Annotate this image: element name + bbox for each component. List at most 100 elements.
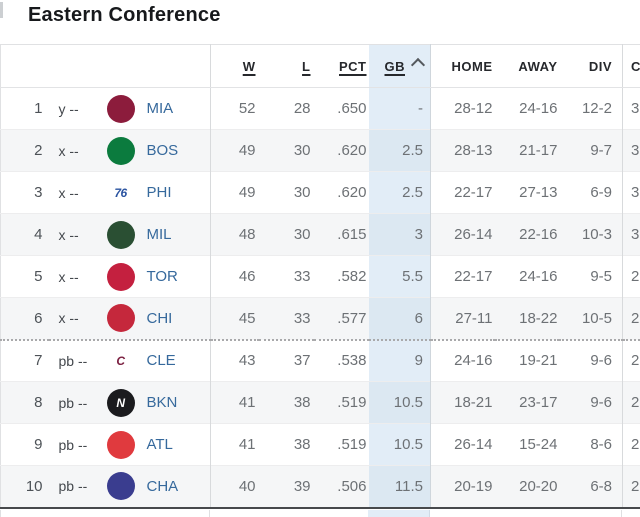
gb-cell: 2.5	[368, 171, 431, 214]
team-link[interactable]: MIA	[146, 100, 174, 117]
team-logo-mil-icon[interactable]	[106, 220, 135, 249]
clinch-code: x --	[58, 268, 79, 285]
header-div: DIV	[558, 44, 623, 88]
losses-cell: 30	[258, 213, 314, 256]
wins-cell: 49	[210, 171, 259, 214]
rank-cell: 5	[0, 255, 49, 298]
wins-cell: 46	[210, 255, 259, 298]
team-link[interactable]: ATL	[146, 436, 173, 453]
sort-div-label[interactable]: DIV	[588, 58, 612, 74]
team-logo-cha-icon[interactable]	[106, 472, 135, 501]
home-cell: 28-12	[454, 100, 493, 117]
clinch-code: x --	[58, 310, 79, 327]
conf-cell-clipped: 2	[622, 255, 640, 298]
away-cell: 19-21	[494, 338, 559, 382]
away-cell: 23-17	[494, 381, 559, 424]
rank-cell: 7	[0, 338, 49, 382]
gb-cell: 5.5	[368, 255, 431, 298]
team-link[interactable]: CHI	[146, 309, 173, 327]
sort-losses-link[interactable]: L	[302, 58, 311, 74]
rank-cell: 2	[0, 129, 49, 172]
losses-cell: 28	[293, 100, 311, 117]
rank-cell: 8	[0, 381, 49, 424]
losses-cell: 37	[258, 338, 314, 382]
gb-cell: 11.5	[368, 465, 431, 509]
conf-cell-clipped: 2	[622, 338, 640, 382]
rank-cell: 6	[0, 297, 49, 340]
pct-cell: .538	[313, 338, 369, 382]
home-cell: 20-19	[430, 465, 495, 509]
wins-cell: 43	[210, 338, 259, 382]
team-link[interactable]: BOS	[146, 142, 179, 159]
team-link[interactable]: CHA	[146, 477, 179, 495]
div-cell: 9-6	[558, 381, 623, 424]
team-cell: y -- MIA	[48, 87, 211, 130]
gb-cell: 10.5	[368, 423, 431, 466]
header-home: HOME	[430, 44, 495, 88]
div-cell: 8-6	[558, 423, 623, 466]
sort-wins-link[interactable]: W	[242, 58, 256, 74]
header-gb: GB	[368, 44, 431, 88]
pct-cell: .620	[313, 129, 369, 172]
div-cell: 12-2	[558, 87, 623, 130]
wins-cell: 45	[210, 297, 259, 340]
clipped-next-row	[0, 510, 640, 517]
losses-cell: 33	[258, 297, 314, 340]
team-link[interactable]: TOR	[146, 268, 178, 285]
clinch-code: pb --	[58, 478, 88, 495]
sort-pct-link[interactable]: PCT	[339, 58, 367, 74]
team-link[interactable]: MIL	[146, 226, 172, 243]
gb-cell: -	[368, 87, 431, 130]
team-logo-phi-icon[interactable]: 76	[114, 185, 127, 200]
clinch-code: y --	[58, 100, 79, 117]
away-cell: 15-24	[494, 423, 559, 466]
rank-cell: 10	[0, 465, 49, 509]
sort-away-label[interactable]: AWAY	[518, 58, 558, 74]
wins-cell: 40	[210, 465, 259, 509]
gb-cell: 9	[368, 338, 431, 382]
page-title: Eastern Conference	[28, 4, 221, 26]
team-logo-cle-icon[interactable]: C	[116, 353, 125, 368]
team-logo-atl-icon[interactable]	[106, 430, 135, 459]
home-cell: 28-13	[430, 129, 495, 172]
away-cell: 27-13	[494, 171, 559, 214]
wins-cell: 48	[210, 213, 259, 256]
conf-cell-clipped: 2	[622, 297, 640, 340]
chevron-up-icon	[410, 57, 426, 72]
team-link[interactable]: PHI	[146, 184, 172, 201]
team-cell: pb -- CHA	[48, 465, 211, 509]
team-cell: pb -- N BKN	[48, 381, 211, 424]
sort-home-label[interactable]: HOME	[451, 58, 493, 74]
team-logo-bos-icon[interactable]	[106, 136, 135, 165]
rank-cell: 3	[0, 171, 49, 214]
gb-cell: 3	[368, 213, 431, 256]
losses-cell: 38	[258, 423, 314, 466]
team-cell: x -- TOR	[48, 255, 211, 298]
conf-cell-clipped: 3	[622, 213, 640, 256]
sort-conf-label[interactable]: C	[631, 58, 640, 74]
team-logo-bkn-icon[interactable]: N	[106, 388, 135, 417]
wins-cell: 41	[210, 381, 259, 424]
wins-cell: 41	[210, 423, 259, 466]
team-logo-tor-icon[interactable]	[106, 262, 135, 291]
conf-cell-clipped: 2	[622, 423, 640, 466]
team-row: 8 pb -- N BKN 41 38.519 10.5 18-21 23-17 9-6 2	[0, 381, 640, 424]
team-logo-chi-icon[interactable]	[106, 304, 135, 333]
team-link[interactable]: BKN	[146, 394, 178, 411]
clinch-code: pb --	[58, 394, 88, 411]
sort-gb-link[interactable]: GB	[384, 58, 405, 74]
team-logo-mia-icon[interactable]	[106, 94, 135, 123]
away-cell: 22-16	[494, 213, 559, 256]
div-cell: 6-9	[558, 171, 623, 214]
header-wins: W	[210, 44, 259, 88]
team-cell: x -- MIL	[48, 213, 211, 256]
gb-cell: 10.5	[368, 381, 431, 424]
rank-cell: 9	[0, 423, 49, 466]
team-link[interactable]: CLE	[146, 352, 176, 370]
conf-cell-clipped: 2	[622, 381, 640, 424]
home-cell: 26-14	[430, 213, 495, 256]
div-cell: 10-5	[558, 297, 623, 340]
